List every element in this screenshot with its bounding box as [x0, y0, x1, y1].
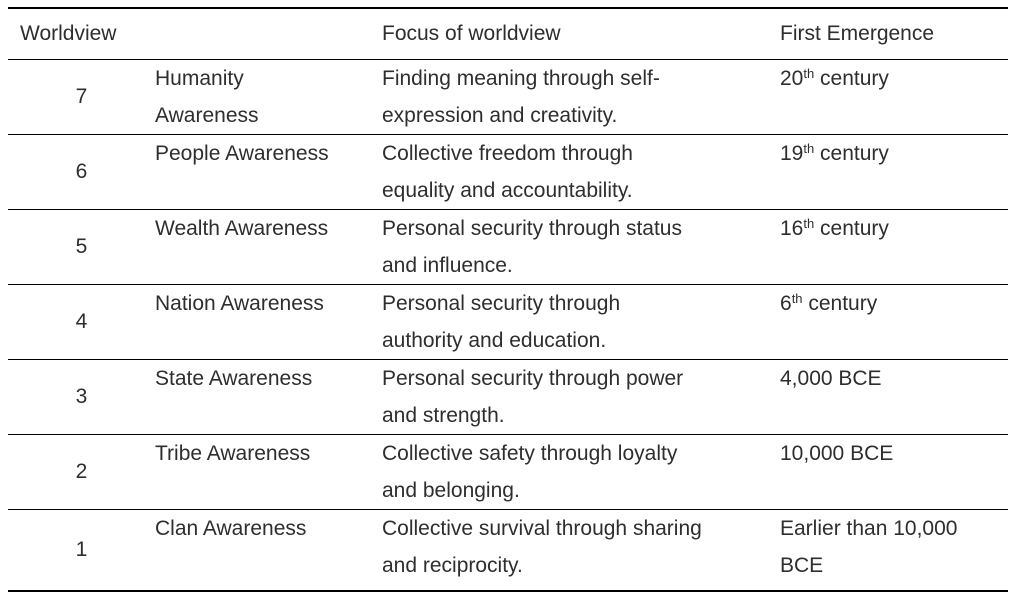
focus-text: Personal security through status and inf…	[382, 210, 778, 284]
worldview-level: 2	[75, 460, 88, 483]
focus-line-1: Collective freedom through	[382, 142, 633, 165]
emergence-prefix: 10,000 BCE	[780, 442, 894, 465]
name-line-1: Wealth Awareness	[155, 217, 329, 240]
worldview-name: Humanity Awareness	[155, 60, 382, 134]
table-row: 4 Nation Awareness Personal security thr…	[8, 285, 1008, 360]
emergence-line-1: 20th century	[780, 60, 1008, 97]
worldview-name: Tribe Awareness	[155, 435, 382, 509]
worldview-level: 4	[75, 310, 88, 333]
emergence-line-1: 4,000 BCE	[780, 360, 1008, 397]
table-row: 1 Clan Awareness Collective survival thr…	[8, 510, 1008, 590]
first-emergence: 4,000 BCE	[778, 360, 1008, 434]
table-row: 7 Humanity Awareness Finding meaning thr…	[8, 60, 1008, 135]
focus-text: Personal security through power and stre…	[382, 360, 778, 434]
first-emergence: Earlier than 10,000 BCE	[778, 510, 1008, 590]
focus-text: Finding meaning through self- expression…	[382, 60, 778, 134]
focus-line-2: expression and creativity.	[382, 104, 618, 127]
focus-text: Collective survival through sharing and …	[382, 510, 778, 590]
name-line-1: State Awareness	[155, 367, 313, 390]
worldview-level: 7	[75, 85, 88, 108]
worldview-level: 5	[75, 235, 88, 258]
first-emergence: 6th century	[778, 285, 1008, 359]
emergence-ordinal-suffix: th	[803, 141, 815, 156]
focus-line-2: and strength.	[382, 404, 505, 427]
focus-line-2: and belonging.	[382, 479, 520, 502]
worldview-level: 6	[75, 160, 88, 183]
emergence-prefix: 6	[780, 292, 792, 315]
first-emergence: 20th century	[778, 60, 1008, 134]
header-first-emergence: First Emergence	[780, 22, 935, 45]
focus-line-1: Personal security through power	[382, 367, 684, 390]
table-row: 3 State Awareness Personal security thro…	[8, 360, 1008, 435]
focus-line-1: Finding meaning through self-	[382, 67, 660, 90]
worldview-name: People Awareness	[155, 135, 382, 209]
header-focus: Focus of worldview	[382, 22, 561, 45]
worldview-name: State Awareness	[155, 360, 382, 434]
table-row: 6 People Awareness Collective freedom th…	[8, 135, 1008, 210]
focus-text: Personal security through authority and …	[382, 285, 778, 359]
worldview-name: Wealth Awareness	[155, 210, 382, 284]
focus-line-1: Collective safety through loyalty	[382, 442, 678, 465]
emergence-prefix: 19	[780, 142, 804, 165]
focus-line-2: and reciprocity.	[382, 554, 523, 577]
worldviews-table: Worldview Focus of worldview First Emerg…	[8, 7, 1008, 592]
worldview-level: 3	[75, 385, 88, 408]
name-line-1: Tribe Awareness	[155, 442, 311, 465]
emergence-prefix: 4,000 BCE	[780, 367, 882, 390]
emergence-line-1: 6th century	[780, 285, 1008, 322]
table-row: 2 Tribe Awareness Collective safety thro…	[8, 435, 1008, 510]
focus-line-2: equality and accountability.	[382, 179, 633, 202]
focus-line-2: authority and education.	[382, 329, 607, 352]
emergence-line-1: 10,000 BCE	[780, 435, 1008, 472]
emergence-prefix: Earlier than 10,000	[780, 517, 958, 540]
emergence-line-1: 19th century	[780, 135, 1008, 172]
name-line-1: Nation Awareness	[155, 292, 324, 315]
emergence-line-2: BCE	[780, 554, 824, 577]
name-line-1: People Awareness	[155, 142, 329, 165]
name-line-1: Humanity	[155, 67, 244, 90]
focus-text: Collective safety through loyalty and be…	[382, 435, 778, 509]
emergence-suffix: century	[814, 67, 889, 90]
first-emergence: 19th century	[778, 135, 1008, 209]
first-emergence: 16th century	[778, 210, 1008, 284]
emergence-line-1: Earlier than 10,000	[780, 510, 1008, 547]
emergence-prefix: 20	[780, 67, 804, 90]
focus-line-1: Collective survival through sharing	[382, 517, 702, 540]
emergence-suffix: century	[814, 142, 889, 165]
emergence-ordinal-suffix: th	[791, 291, 803, 306]
worldview-name: Clan Awareness	[155, 510, 382, 590]
worldview-name: Nation Awareness	[155, 285, 382, 359]
name-line-1: Clan Awareness	[155, 517, 307, 540]
table-header-row: Worldview Focus of worldview First Emerg…	[8, 9, 1008, 60]
focus-text: Collective freedom through equality and …	[382, 135, 778, 209]
table-row: 5 Wealth Awareness Personal security thr…	[8, 210, 1008, 285]
focus-line-1: Personal security through status	[382, 217, 682, 240]
emergence-suffix: century	[814, 217, 889, 240]
focus-line-2: and influence.	[382, 254, 513, 277]
emergence-line-1: 16th century	[780, 210, 1008, 247]
emergence-prefix: 16	[780, 217, 804, 240]
emergence-ordinal-suffix: th	[803, 216, 815, 231]
focus-line-1: Personal security through	[382, 292, 621, 315]
emergence-ordinal-suffix: th	[803, 66, 815, 81]
worldview-level: 1	[75, 538, 88, 561]
first-emergence: 10,000 BCE	[778, 435, 1008, 509]
header-worldview: Worldview	[20, 22, 117, 45]
emergence-suffix: century	[802, 292, 878, 315]
name-line-2: Awareness	[155, 104, 259, 127]
